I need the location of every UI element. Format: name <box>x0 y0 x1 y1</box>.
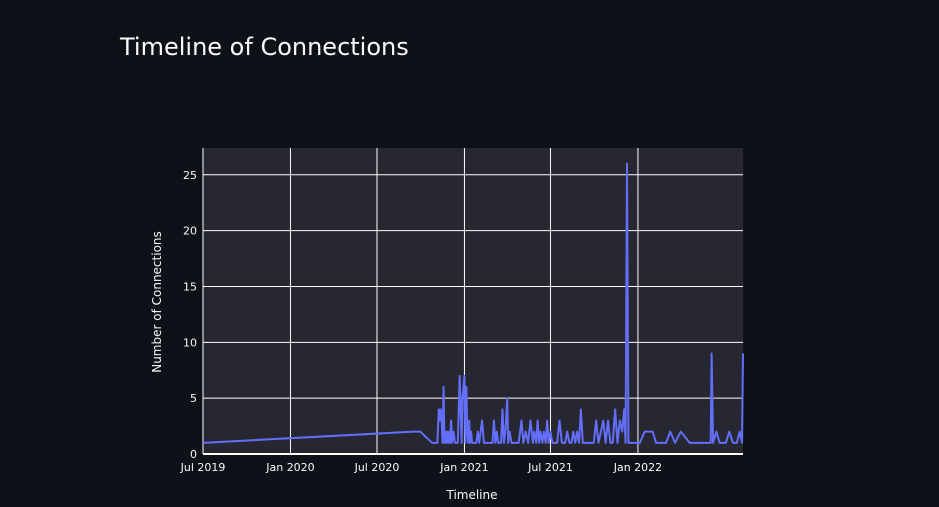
x-tick-label: Jul 2020 <box>354 461 400 474</box>
line-layer <box>202 162 744 444</box>
grid-layer <box>202 148 743 455</box>
tick-layer: 0 5 10 15 20 25 Jul 2019 Jan 2020 Jul 2020 Jan 20… <box>180 169 663 474</box>
y-tick-label: 15 <box>183 280 197 293</box>
y-tick-label: 0 <box>190 448 197 461</box>
y-tick-label: 20 <box>183 225 197 238</box>
plot-area <box>203 148 743 454</box>
x-tick-label: Jan 2021 <box>439 461 488 474</box>
x-tick-label: Jul 2021 <box>527 461 573 474</box>
y-axis-title: Number of Connections <box>150 231 164 373</box>
x-axis-title: Timeline <box>445 488 497 502</box>
x-tick-label: Jan 2022 <box>613 461 662 474</box>
y-tick-label: 5 <box>190 392 197 405</box>
y-tick-label: 10 <box>183 336 197 349</box>
series-line <box>202 162 744 444</box>
y-tick-label: 25 <box>183 169 197 182</box>
x-tick-label: Jan 2020 <box>265 461 314 474</box>
x-tick-label: Jul 2019 <box>180 461 226 474</box>
chart-title: Timeline of Connections <box>119 33 409 61</box>
